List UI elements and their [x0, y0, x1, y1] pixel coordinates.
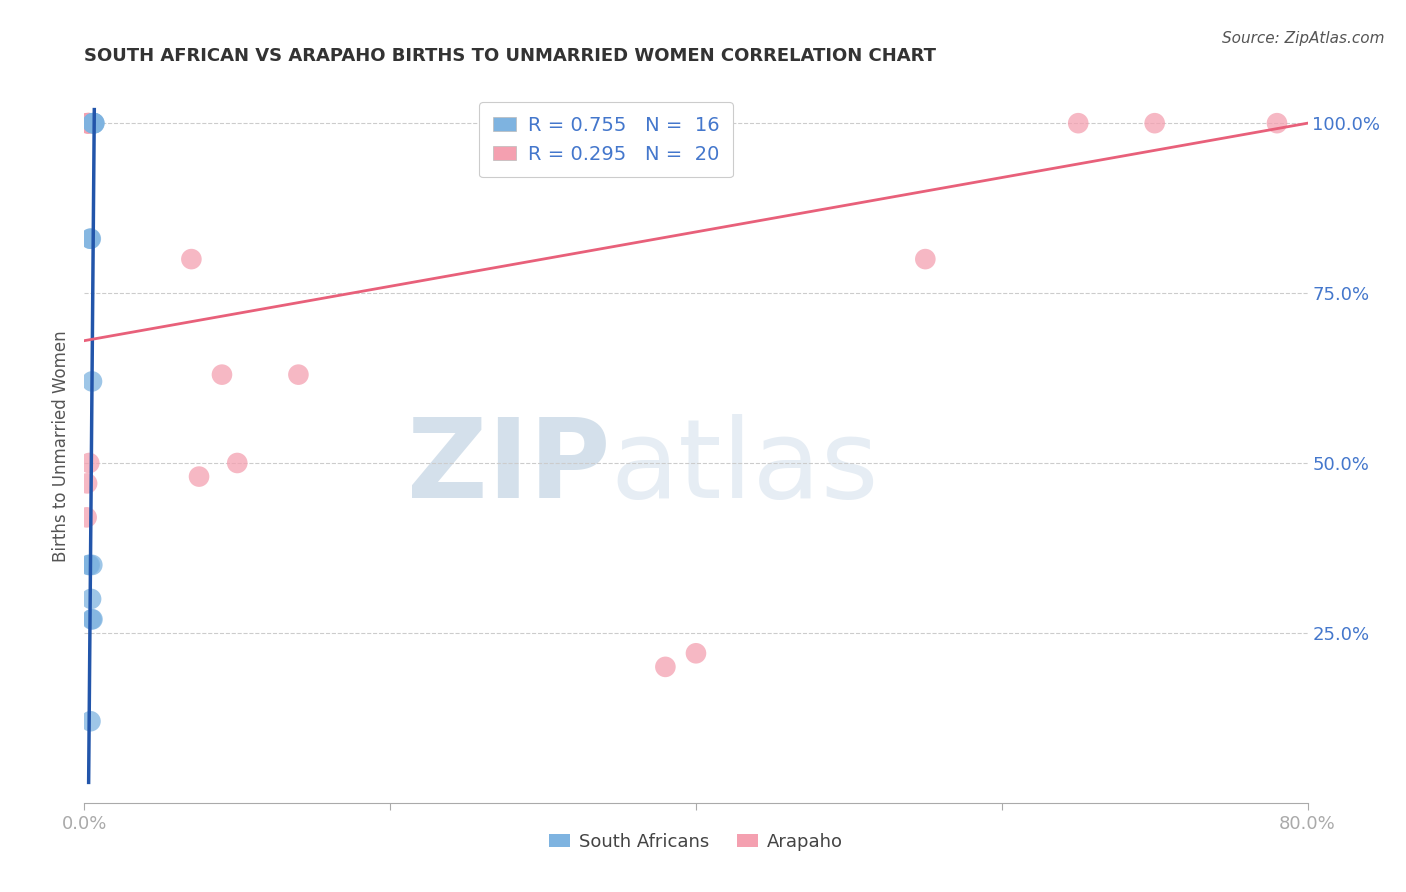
Point	[77, 116, 100, 130]
Point	[654, 660, 676, 674]
Point	[1265, 116, 1288, 130]
Point	[77, 116, 100, 130]
Point	[914, 252, 936, 266]
Point	[1143, 116, 1166, 130]
Point	[80, 612, 103, 626]
Point	[82, 558, 104, 572]
Point	[77, 116, 100, 130]
Point	[77, 116, 100, 130]
Point	[83, 116, 105, 130]
Point	[1067, 116, 1090, 130]
Text: SOUTH AFRICAN VS ARAPAHO BIRTHS TO UNMARRIED WOMEN CORRELATION CHART: SOUTH AFRICAN VS ARAPAHO BIRTHS TO UNMAR…	[84, 47, 936, 65]
Point	[80, 591, 103, 606]
Text: atlas: atlas	[610, 414, 879, 521]
Text: ZIP: ZIP	[406, 414, 610, 521]
Point	[82, 612, 104, 626]
Point	[83, 116, 105, 130]
Point	[79, 714, 101, 729]
Point	[188, 469, 211, 483]
Point	[180, 252, 202, 266]
Point	[79, 558, 101, 572]
Point	[76, 116, 98, 130]
Point	[76, 510, 98, 524]
Point	[82, 116, 104, 130]
Y-axis label: Births to Unmarried Women: Births to Unmarried Women	[52, 330, 70, 562]
Text: Source: ZipAtlas.com: Source: ZipAtlas.com	[1222, 31, 1385, 46]
Point	[77, 456, 100, 470]
Point	[211, 368, 233, 382]
Point	[76, 116, 98, 130]
Point	[80, 232, 103, 246]
Point	[77, 558, 100, 572]
Point	[83, 116, 105, 130]
Point	[79, 232, 101, 246]
Point	[685, 646, 707, 660]
Point	[83, 116, 105, 130]
Point	[82, 116, 104, 130]
Point	[76, 476, 98, 491]
Legend: South Africans, Arapaho: South Africans, Arapaho	[541, 826, 851, 858]
Point	[287, 368, 309, 382]
Point	[80, 375, 103, 389]
Point	[226, 456, 249, 470]
